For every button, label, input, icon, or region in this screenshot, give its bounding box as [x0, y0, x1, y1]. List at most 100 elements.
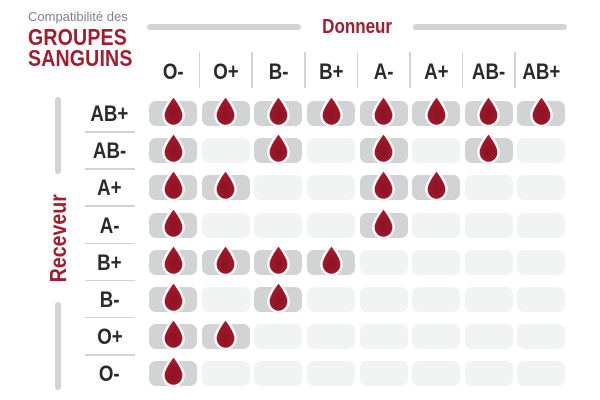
cell-b-pos-from-ab-pos: [517, 249, 566, 275]
receiver-row-header-label: O+: [96, 324, 123, 350]
chart-title-block: Compatibilité des GROUPES SANGUINS: [28, 9, 151, 71]
blood-drop-icon: [267, 280, 290, 314]
blood-drop-icon: [372, 205, 395, 239]
blood-drop-icon: [161, 243, 185, 276]
blood-drop-icon: [214, 243, 238, 276]
donor-col-header-o-pos: O+: [198, 50, 253, 100]
cell-b-neg-from-ab-pos: [517, 286, 566, 312]
donor-header-line-left: [147, 24, 301, 30]
cell-ab-neg-from-o-pos: [201, 138, 250, 164]
cell-b-neg-from-o-neg: [149, 280, 198, 314]
receiver-row-header-a-neg: A-: [80, 212, 147, 249]
cell-a-pos-from-o-neg: [149, 168, 198, 202]
donor-col-header-b-pos: B+: [304, 50, 358, 100]
chart-title-line2: SANGUINS: [28, 45, 133, 71]
cell-b-neg-from-b-neg: [254, 280, 303, 314]
cell-ab-pos-from-a-neg: [359, 94, 408, 128]
cell-a-neg-from-o-neg: [149, 205, 198, 239]
donor-col-header-ab-neg: AB-: [461, 50, 516, 100]
cell-ab-neg-from-b-neg: [254, 131, 303, 165]
cell-a-neg-from-b-neg: [254, 212, 303, 238]
cell-o-neg-from-a-neg: [359, 361, 408, 387]
cell-o-pos-from-o-pos: [201, 317, 250, 351]
compatibility-matrix: O- O+ B- B+ A- A+ AB- AB+ AB+ AB- A+ A- B+ B- O+ O-: [80, 50, 568, 398]
blood-drop-icon: [530, 94, 553, 128]
donor-col-header-label: AB-: [472, 59, 506, 84]
cell-ab-pos-from-b-neg: [254, 94, 303, 128]
cell-o-neg-from-ab-pos: [517, 361, 566, 387]
receiver-row-header-ab-neg: AB-: [80, 137, 147, 174]
cell-ab-neg-from-a-pos: [412, 138, 461, 164]
cell-ab-neg-from-ab-pos: [517, 138, 566, 164]
cell-o-neg-from-b-neg: [254, 361, 303, 387]
chart-title-eyebrow: Compatibilité des: [28, 9, 128, 24]
blood-drop-icon: [477, 94, 501, 128]
receiver-row-header-label: A+: [97, 175, 122, 201]
cell-b-pos-from-o-neg: [149, 243, 198, 276]
cell-a-pos-from-o-pos: [201, 168, 250, 202]
blood-drop-icon: [267, 94, 290, 128]
cell-a-pos-from-a-pos: [412, 168, 461, 202]
cell-ab-pos-from-ab-pos: [517, 94, 566, 128]
blood-drop-icon: [161, 168, 185, 202]
donor-col-header-label: A-: [373, 59, 394, 84]
chart-title-line1: GROUPES: [28, 24, 127, 50]
cell-ab-pos-from-a-pos: [412, 94, 461, 128]
cell-ab-neg-from-ab-neg: [464, 131, 513, 165]
blood-drop-icon: [319, 94, 343, 128]
cell-a-neg-from-a-pos: [412, 212, 461, 238]
cell-ab-pos-from-b-pos: [307, 94, 356, 128]
donor-col-header-label: AB+: [522, 59, 561, 84]
blood-drop-icon: [214, 168, 238, 202]
receiver-row-header-o-neg: O-: [80, 360, 147, 397]
receiver-row-header-a-pos: A+: [80, 174, 147, 211]
blood-drop-icon: [372, 94, 395, 128]
receiver-row-header-label: B+: [97, 249, 122, 275]
cell-ab-pos-from-o-pos: [201, 94, 250, 128]
donor-col-header-label: O-: [162, 59, 184, 84]
cell-o-pos-from-a-neg: [359, 324, 408, 350]
donor-col-header-a-neg: A-: [356, 50, 410, 100]
cell-o-pos-from-o-neg: [149, 317, 198, 351]
cell-a-pos-from-ab-neg: [464, 175, 513, 201]
blood-drop-icon: [319, 243, 343, 276]
cell-o-pos-from-b-pos: [307, 324, 356, 350]
cell-b-neg-from-a-neg: [359, 286, 408, 312]
blood-drop-icon: [161, 354, 185, 388]
blood-drop-icon: [161, 205, 185, 239]
cell-a-pos-from-b-pos: [307, 175, 356, 201]
donor-header-line-right: [413, 24, 567, 30]
cell-o-pos-from-ab-pos: [517, 324, 566, 350]
receiver-row-header-label: O-: [99, 361, 120, 387]
cell-b-pos-from-b-pos: [307, 243, 356, 276]
cell-o-pos-from-b-neg: [254, 324, 303, 350]
blood-drop-icon: [267, 243, 290, 276]
receiver-row-header-label: AB-: [92, 138, 127, 164]
blood-drop-icon: [372, 131, 395, 165]
donor-col-header-label: A+: [424, 59, 449, 84]
blood-drop-icon: [424, 168, 448, 202]
receiver-row-header-o-pos: O+: [80, 323, 147, 360]
cell-b-pos-from-a-neg: [359, 249, 408, 275]
cell-a-neg-from-ab-neg: [464, 212, 513, 238]
matrix-corner: [80, 50, 147, 100]
cell-ab-neg-from-b-pos: [307, 138, 356, 164]
donor-axis-label: Donneur: [322, 15, 392, 38]
donor-col-header-label: O+: [213, 59, 239, 84]
blood-drop-icon: [161, 317, 185, 351]
cell-b-neg-from-a-pos: [412, 286, 461, 312]
cell-ab-neg-from-a-neg: [359, 131, 408, 165]
cell-o-neg-from-b-pos: [307, 361, 356, 387]
cell-ab-pos-from-o-neg: [149, 94, 198, 128]
cell-b-neg-from-b-pos: [307, 286, 356, 312]
cell-o-neg-from-o-pos: [201, 361, 250, 387]
cell-a-pos-from-b-neg: [254, 175, 303, 201]
receiver-row-header-label: AB+: [90, 101, 129, 126]
receiver-row-header-label: B-: [99, 286, 120, 312]
receiver-axis-bar-top: [55, 97, 61, 174]
blood-drop-icon: [161, 280, 185, 314]
donor-col-header-ab-pos: AB+: [514, 50, 568, 100]
cell-a-pos-from-ab-pos: [517, 175, 566, 201]
blood-drop-icon: [372, 168, 395, 202]
blood-drop-icon: [214, 317, 238, 351]
